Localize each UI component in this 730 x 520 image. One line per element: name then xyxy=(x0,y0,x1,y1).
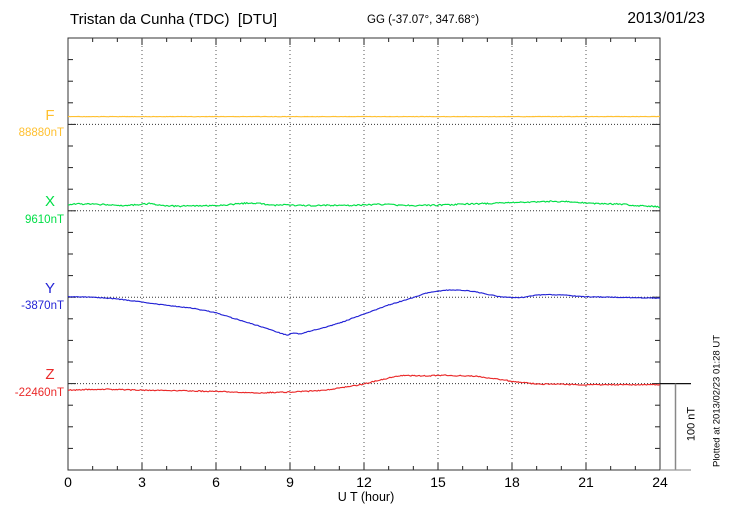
x-axis-tick-label: 21 xyxy=(578,474,594,490)
date-label: 2013/01/23 xyxy=(627,10,705,27)
channel-baseline-y: -3870nT xyxy=(21,300,64,312)
x-axis-tick-label: 9 xyxy=(286,474,294,490)
channel-label-x: X xyxy=(44,193,56,210)
x-axis-tick-label: 0 xyxy=(64,474,72,490)
x-axis-tick-label: 18 xyxy=(504,474,520,490)
channel-label-z: Z xyxy=(45,366,55,383)
x-axis-title: U T (hour) xyxy=(337,490,395,504)
x-axis-tick-label: 12 xyxy=(356,474,372,490)
plot-timestamp-note: Plotted at 2013/02/23 01:28 UT xyxy=(711,334,723,468)
trace-y xyxy=(67,289,661,336)
scale-bar-label: 100 nT xyxy=(685,406,698,442)
x-axis-tick-label: 24 xyxy=(652,474,668,490)
channel-baseline-x: 9610nT xyxy=(24,213,64,226)
observatory-coordinates: GG (-37.07°, 347.68°) xyxy=(367,14,480,26)
x-axis-tick-label: 6 xyxy=(212,474,220,490)
channel-label-y: Y xyxy=(44,279,56,297)
channel-baseline-z: -22460nT xyxy=(14,386,64,399)
station-title: Tristan da Cunha (TDC) [DTU] xyxy=(70,11,277,28)
trace-x xyxy=(68,200,661,208)
trace-z xyxy=(68,374,661,394)
x-axis-tick-label: 15 xyxy=(430,474,446,490)
x-axis-tick-label: 3 xyxy=(138,474,146,490)
channel-baseline-f: 88880nT xyxy=(18,127,64,139)
channel-label-f: F xyxy=(45,107,55,124)
